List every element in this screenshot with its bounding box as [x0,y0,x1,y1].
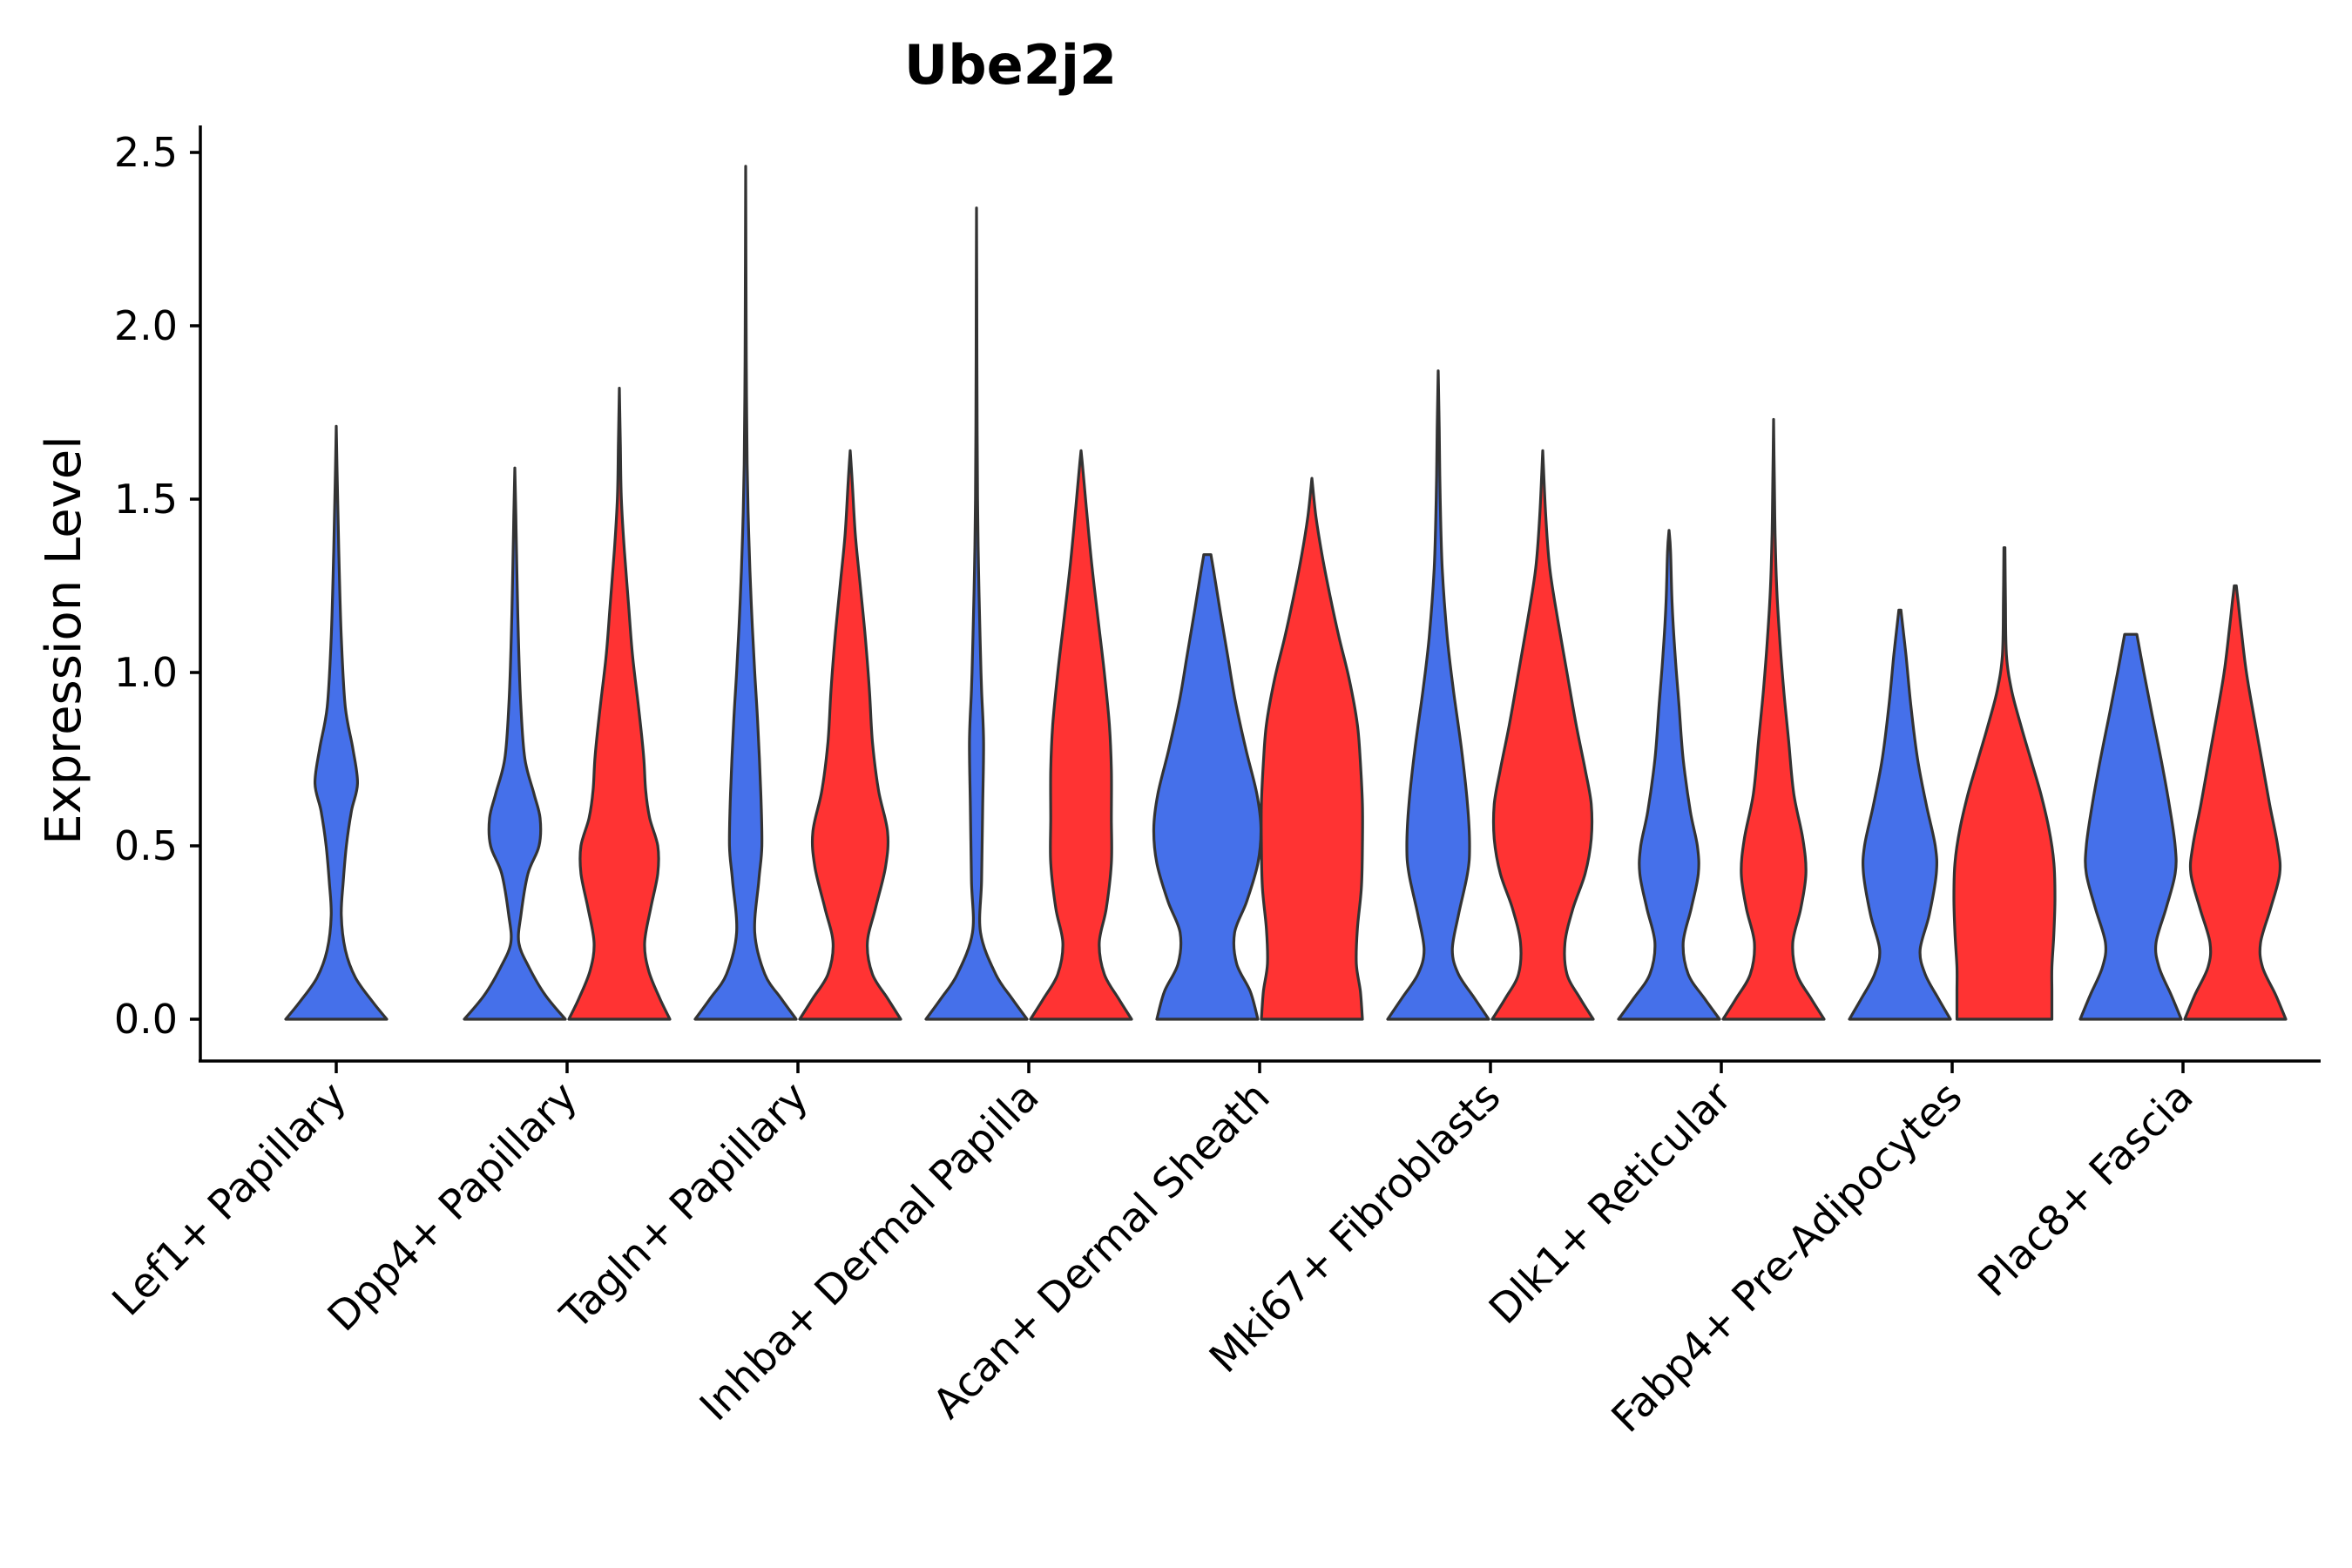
y-ticks: 0.0 0.5 1.0 1.5 2.0 2.5 [114,129,200,1043]
y-tick-label: 1.0 [114,649,178,696]
violin-red [1029,449,1133,1021]
chart-title: Ube2j2 [904,33,1117,97]
x-tick-label: Dpp4+ Papillary [319,1073,587,1342]
violin-red [798,449,902,1021]
violin-blue [1617,529,1721,1021]
violin-blue [463,466,567,1021]
violin-red [2183,584,2288,1021]
violin-red [1952,546,2057,1021]
x-tick-label: Plac8+ Fascia [1970,1073,2203,1307]
violin-red [1490,449,1595,1021]
violin-blue [2078,632,2183,1021]
violin-blue [284,424,389,1021]
violin-red [567,387,672,1021]
x-tick-label: Tagln+ Papillary [551,1073,818,1340]
y-tick-label: 2.5 [114,129,178,176]
y-tick-label: 1.5 [114,476,178,523]
violin-blue [1152,553,1263,1021]
y-tick-label: 0.0 [114,996,178,1043]
violin-red [1260,476,1364,1021]
y-tick-label: 0.5 [114,822,178,869]
y-tick-label: 2.0 [114,302,178,349]
x-tick-label: Lef1+ Papillary [104,1073,356,1326]
violin-red [1721,417,1826,1021]
x-tick-label: Dlk1+ Reticular [1480,1072,1741,1334]
y-axis-label: Expression Level [36,436,92,845]
violin-blue [693,165,798,1021]
violin-blue [1848,608,1952,1021]
violin-blue [924,206,1029,1021]
violin-group [284,165,2288,1021]
violin-blue [1386,369,1490,1021]
